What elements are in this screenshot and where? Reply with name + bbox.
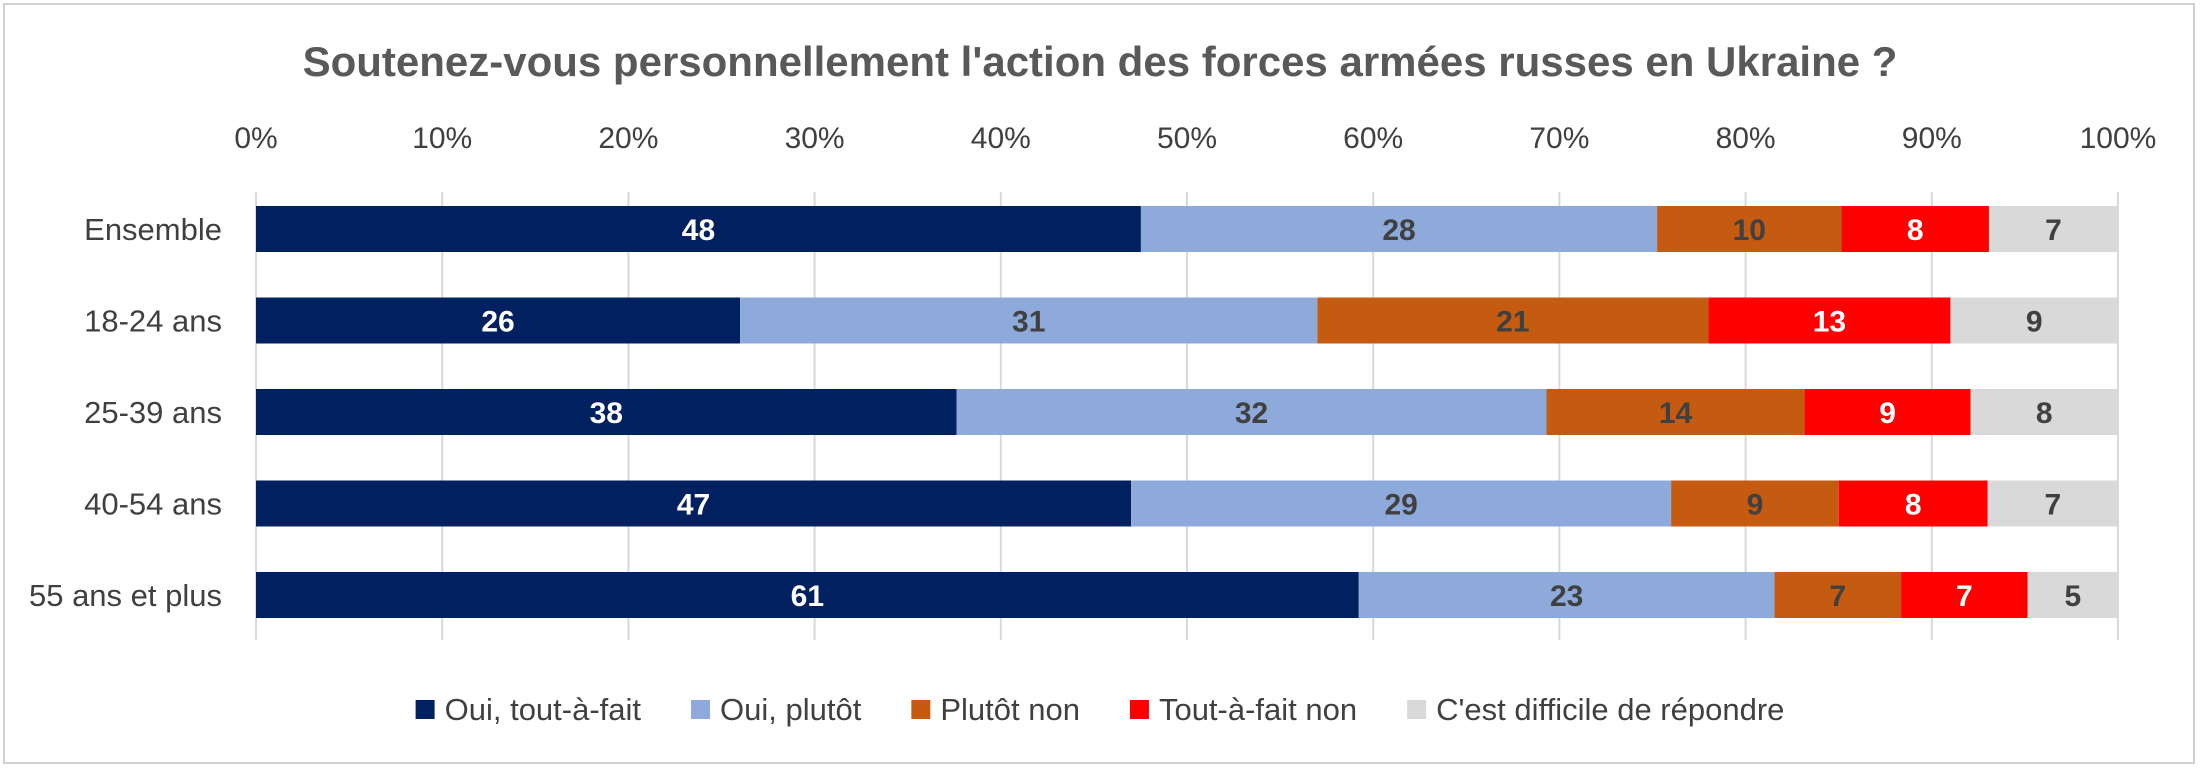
bar-segment <box>256 206 1141 252</box>
data-label: 21 <box>1496 306 1529 339</box>
data-label: 9 <box>1879 397 1896 430</box>
data-label: 31 <box>1012 306 1045 339</box>
bar-segment <box>1131 480 1672 527</box>
bar-segment <box>256 389 957 435</box>
legend-swatch <box>691 700 711 719</box>
bar-segment <box>1901 572 2028 618</box>
data-label: 26 <box>481 306 514 339</box>
x-tick-label: 90% <box>1902 122 1962 155</box>
bar-segment <box>1987 480 2118 527</box>
bar-segment <box>1708 297 1951 344</box>
bar-segment <box>2027 572 2118 618</box>
data-label: 10 <box>1733 214 1766 247</box>
category-label: 25-39 ans <box>84 395 222 430</box>
category-label: 55 ans et plus <box>29 578 222 613</box>
x-tick-label: 0% <box>234 122 277 155</box>
legend-item: Tout-à-fait non <box>1129 692 1357 727</box>
legend-swatch <box>911 700 931 719</box>
data-label: 9 <box>2026 306 2043 339</box>
data-label: 29 <box>1384 489 1417 522</box>
category-label: 18-24 ans <box>84 304 222 339</box>
x-tick-label: 50% <box>1157 122 1217 155</box>
bar-segment <box>1546 389 1805 435</box>
bar-segment <box>1988 206 2118 252</box>
legend-label: Tout-à-fait non <box>1159 692 1357 727</box>
bar-segment <box>1970 389 2118 435</box>
bar-segment <box>256 480 1132 527</box>
data-label: 8 <box>1905 489 1922 522</box>
bar-segment <box>1804 389 1971 435</box>
category-label: Ensemble <box>84 212 222 247</box>
data-label: 47 <box>677 489 710 522</box>
data-label: 28 <box>1382 214 1415 247</box>
data-label: 7 <box>1956 580 1973 613</box>
x-tick-label: 40% <box>971 122 1031 155</box>
data-label: 38 <box>590 397 623 430</box>
bar-segment <box>1671 480 1839 527</box>
bar-segment <box>1774 572 1902 618</box>
bar-segment <box>1838 480 1988 527</box>
data-label: 7 <box>2044 489 2061 522</box>
legend-label: Oui, plutôt <box>720 692 862 727</box>
legend: Oui, tout-à-fait Oui, plutôt Plutôt non Tou… <box>415 692 1784 727</box>
data-label: 32 <box>1235 397 1268 430</box>
data-label: 23 <box>1550 580 1583 613</box>
data-label: 48 <box>682 214 715 247</box>
bar-segment <box>1841 206 1989 252</box>
data-label: 7 <box>1829 580 1846 613</box>
data-label: 14 <box>1659 397 1693 430</box>
legend-item: C'est difficile de répondre <box>1407 692 1784 727</box>
bar-segment <box>1657 206 1842 252</box>
x-tick-label: 80% <box>1716 122 1776 155</box>
legend-label: Oui, tout-à-fait <box>445 692 642 727</box>
legend-item: Oui, tout-à-fait <box>415 692 642 727</box>
category-label: 40-54 ans <box>84 487 222 522</box>
x-axis-ticks: 0% 10% 20% 30% 40% 50% 60% 70% 80% 90% 100% <box>234 122 2156 155</box>
x-tick-label: 20% <box>598 122 658 155</box>
chart-frame <box>3 3 2195 764</box>
x-tick-label: 100% <box>2080 122 2157 155</box>
y-axis-categories: Ensemble 18-24 ans 25-39 ans 40-54 ans 55 an… <box>29 212 222 613</box>
legend-swatch <box>415 700 435 719</box>
bar-segment <box>740 297 1318 344</box>
bar-segment <box>1950 297 2118 344</box>
bar-segment <box>1317 297 1709 344</box>
data-label: 5 <box>2064 580 2081 613</box>
data-label: 7 <box>2045 214 2062 247</box>
x-tick-label: 70% <box>1529 122 1589 155</box>
data-label: 9 <box>1747 489 1764 522</box>
bar-segment <box>256 297 741 344</box>
bar-segment <box>1140 206 1658 252</box>
legend-label: Plutôt non <box>940 692 1080 727</box>
x-tick-label: 10% <box>412 122 472 155</box>
bars: 48 28 10 8 7 26 31 21 13 9 38 32 14 9 8 47 29 9 8 7 61 23 7 7 5 <box>256 206 2118 618</box>
bar-segment <box>256 572 1359 618</box>
data-label: 8 <box>1907 214 1924 247</box>
chart-title: Soutenez-vous personnellement l'action d… <box>303 38 1898 85</box>
data-label: 61 <box>791 580 824 613</box>
x-tick-label: 30% <box>785 122 845 155</box>
legend-label: C'est difficile de répondre <box>1436 692 1784 727</box>
legend-swatch <box>1407 700 1427 719</box>
legend-swatch <box>1129 700 1149 719</box>
x-tick-label: 60% <box>1343 122 1403 155</box>
bar-segment <box>1358 572 1775 618</box>
bar-segment <box>956 389 1547 435</box>
data-label: 13 <box>1813 306 1846 339</box>
legend-item: Plutôt non <box>911 692 1080 727</box>
data-label: 8 <box>2036 397 2053 430</box>
legend-item: Oui, plutôt <box>691 692 862 727</box>
